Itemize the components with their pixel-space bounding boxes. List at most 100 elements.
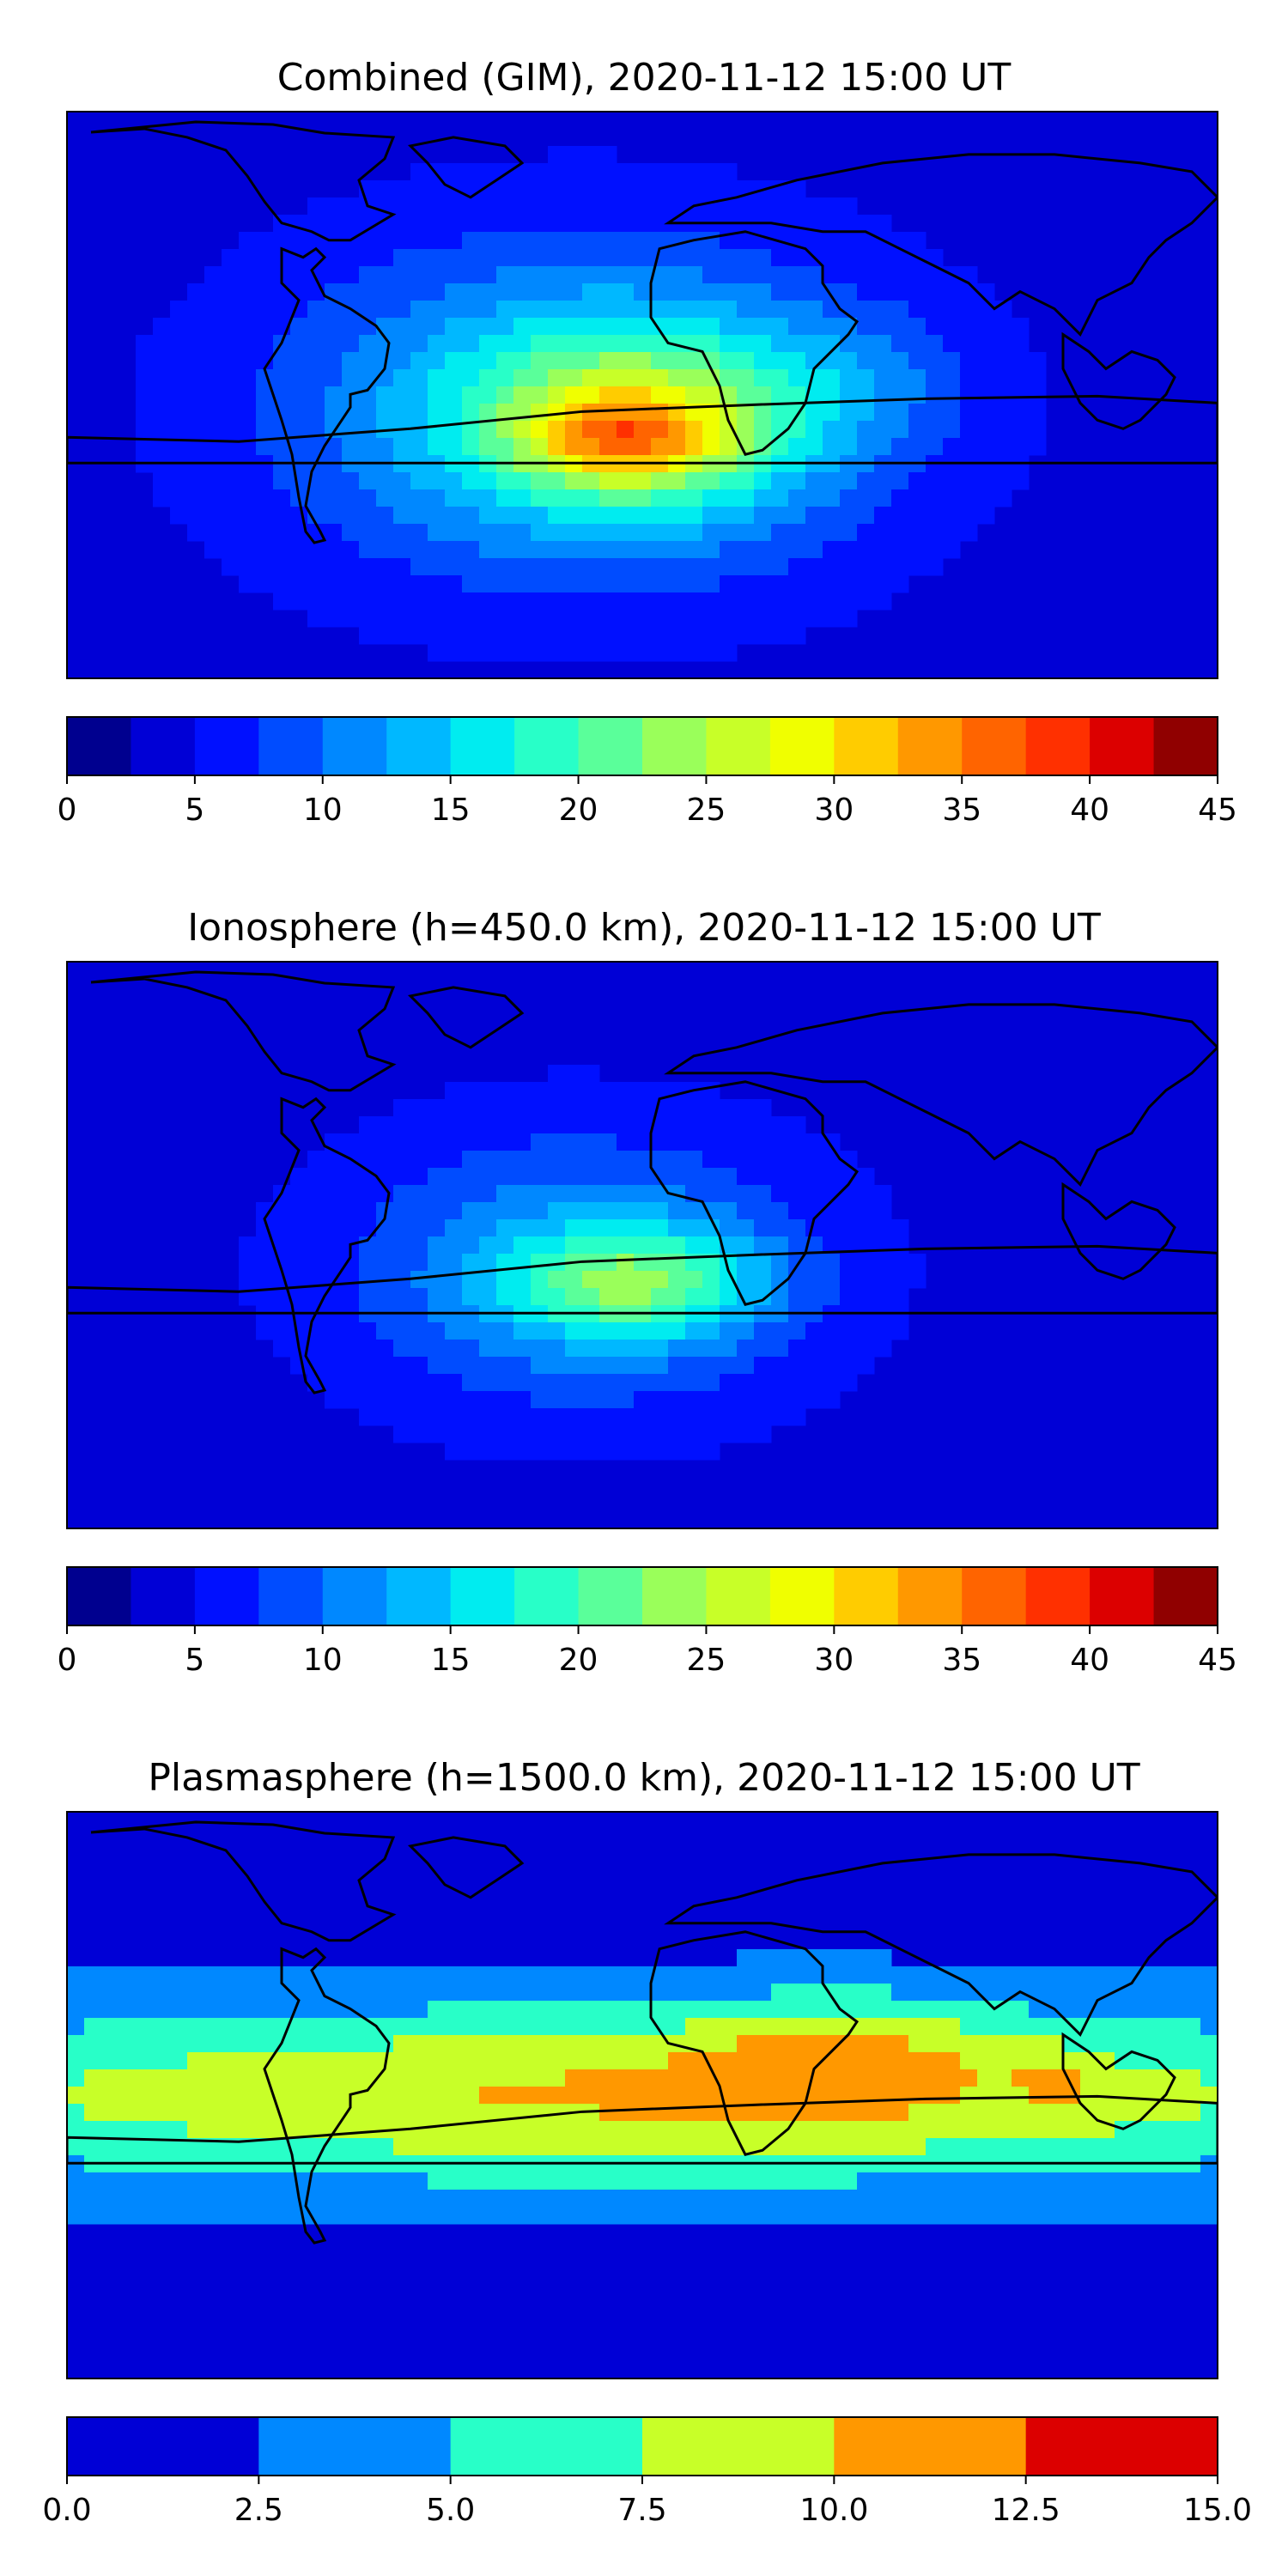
field-cell: [428, 2138, 446, 2156]
field-cell: [393, 1322, 411, 1340]
field-cell: [874, 2104, 892, 2122]
field-cell: [943, 2207, 961, 2225]
field-cell: [582, 2121, 600, 2139]
field-cell: [805, 266, 823, 284]
field-cell: [668, 1966, 686, 1984]
field-cell: [599, 266, 617, 284]
field-cell: [908, 232, 927, 250]
field-cell: [685, 2190, 703, 2208]
field-cell: [891, 335, 909, 353]
field-cell: [737, 1116, 755, 1134]
field-cell: [788, 438, 806, 456]
colorbar-segment: [194, 1567, 259, 1625]
field-cell: [1012, 438, 1030, 456]
field-cell: [840, 197, 858, 216]
field-cell: [857, 507, 875, 525]
field-cell: [84, 2001, 102, 2019]
field-cell: [771, 318, 789, 336]
field-cell: [565, 1168, 583, 1186]
field-cell: [668, 163, 686, 181]
field-cell: [754, 627, 772, 645]
field-cell: [187, 2172, 205, 2190]
field-cell: [307, 386, 325, 404]
field-cell: [479, 1408, 497, 1426]
field-cell: [376, 1984, 394, 2002]
field-cell: [840, 1168, 858, 1186]
field-cell: [737, 1236, 755, 1255]
field-cell: [788, 1116, 806, 1134]
field-cell: [1012, 2138, 1030, 2156]
field-cell: [428, 2035, 446, 2053]
field-cell: [565, 369, 583, 387]
field-cell: [376, 1391, 394, 1409]
field-cell: [1149, 2121, 1167, 2139]
field-cell: [634, 1322, 652, 1340]
field-cell: [428, 438, 446, 456]
field-cell: [153, 2172, 171, 2190]
field-cell: [428, 592, 446, 611]
field-cell: [617, 421, 635, 439]
field-cell: [617, 575, 635, 593]
field-cell: [290, 2172, 308, 2190]
field-cell: [823, 1966, 841, 1984]
field-cell: [891, 524, 909, 542]
colorbar-tick-label: 35: [942, 1643, 981, 1678]
field-cell: [668, 1425, 686, 1443]
field-cell: [496, 575, 514, 593]
field-cell: [222, 1966, 240, 1984]
field-cell: [531, 1133, 549, 1151]
field-cell: [754, 301, 772, 319]
field-cell: [462, 1254, 480, 1272]
field-cell: [496, 1082, 514, 1100]
field-cell: [325, 197, 343, 216]
field-cell: [1063, 2069, 1081, 2087]
field-cell: [462, 421, 480, 439]
field-cell: [393, 524, 411, 542]
field-cell: [891, 1254, 909, 1272]
field-cell: [840, 2035, 858, 2053]
field-cell: [531, 266, 549, 284]
colorbar-segment: [642, 2417, 835, 2476]
field-cell: [805, 524, 823, 542]
field-cell: [805, 575, 823, 593]
field-cell: [908, 2052, 927, 2070]
field-cell: [788, 1408, 806, 1426]
field-cell: [720, 1425, 738, 1443]
field-cell: [599, 1151, 617, 1169]
field-cell: [685, 524, 703, 542]
field-cell: [187, 507, 205, 525]
field-cell: [462, 1185, 480, 1203]
field-cell: [256, 2001, 274, 2019]
field-cell: [204, 1984, 222, 2002]
field-cell: [668, 1168, 686, 1186]
map-frame: [66, 1811, 1218, 2379]
field-cell: [462, 627, 480, 645]
field-cell: [788, 283, 806, 301]
field-cell: [153, 2138, 171, 2156]
colorbar-segment: [962, 1567, 1027, 1625]
field-cell: [307, 421, 325, 439]
field-cell: [943, 2001, 961, 2019]
field-cell: [410, 335, 428, 353]
field-cell: [462, 524, 480, 542]
colorbar-tick-label: 45: [1198, 1643, 1237, 1678]
field-cell: [788, 489, 806, 507]
field-cell: [1012, 2172, 1030, 2190]
field-cell: [1183, 2207, 1201, 2225]
field-cell: [496, 352, 514, 370]
field-cell: [496, 1408, 514, 1426]
field-cell: [513, 2052, 532, 2070]
field-cell: [582, 215, 600, 233]
field-cell: [548, 404, 566, 422]
field-cell: [737, 421, 755, 439]
field-cell: [771, 1357, 789, 1375]
field-cell: [720, 627, 738, 645]
field-cell: [548, 438, 566, 456]
field-cell: [926, 524, 944, 542]
field-cell: [805, 1391, 823, 1409]
field-cell: [702, 1288, 720, 1306]
field-cell: [617, 1219, 635, 1237]
field-cell: [479, 2172, 497, 2190]
field-cell: [1166, 1966, 1184, 1984]
field-cell: [496, 2207, 514, 2225]
